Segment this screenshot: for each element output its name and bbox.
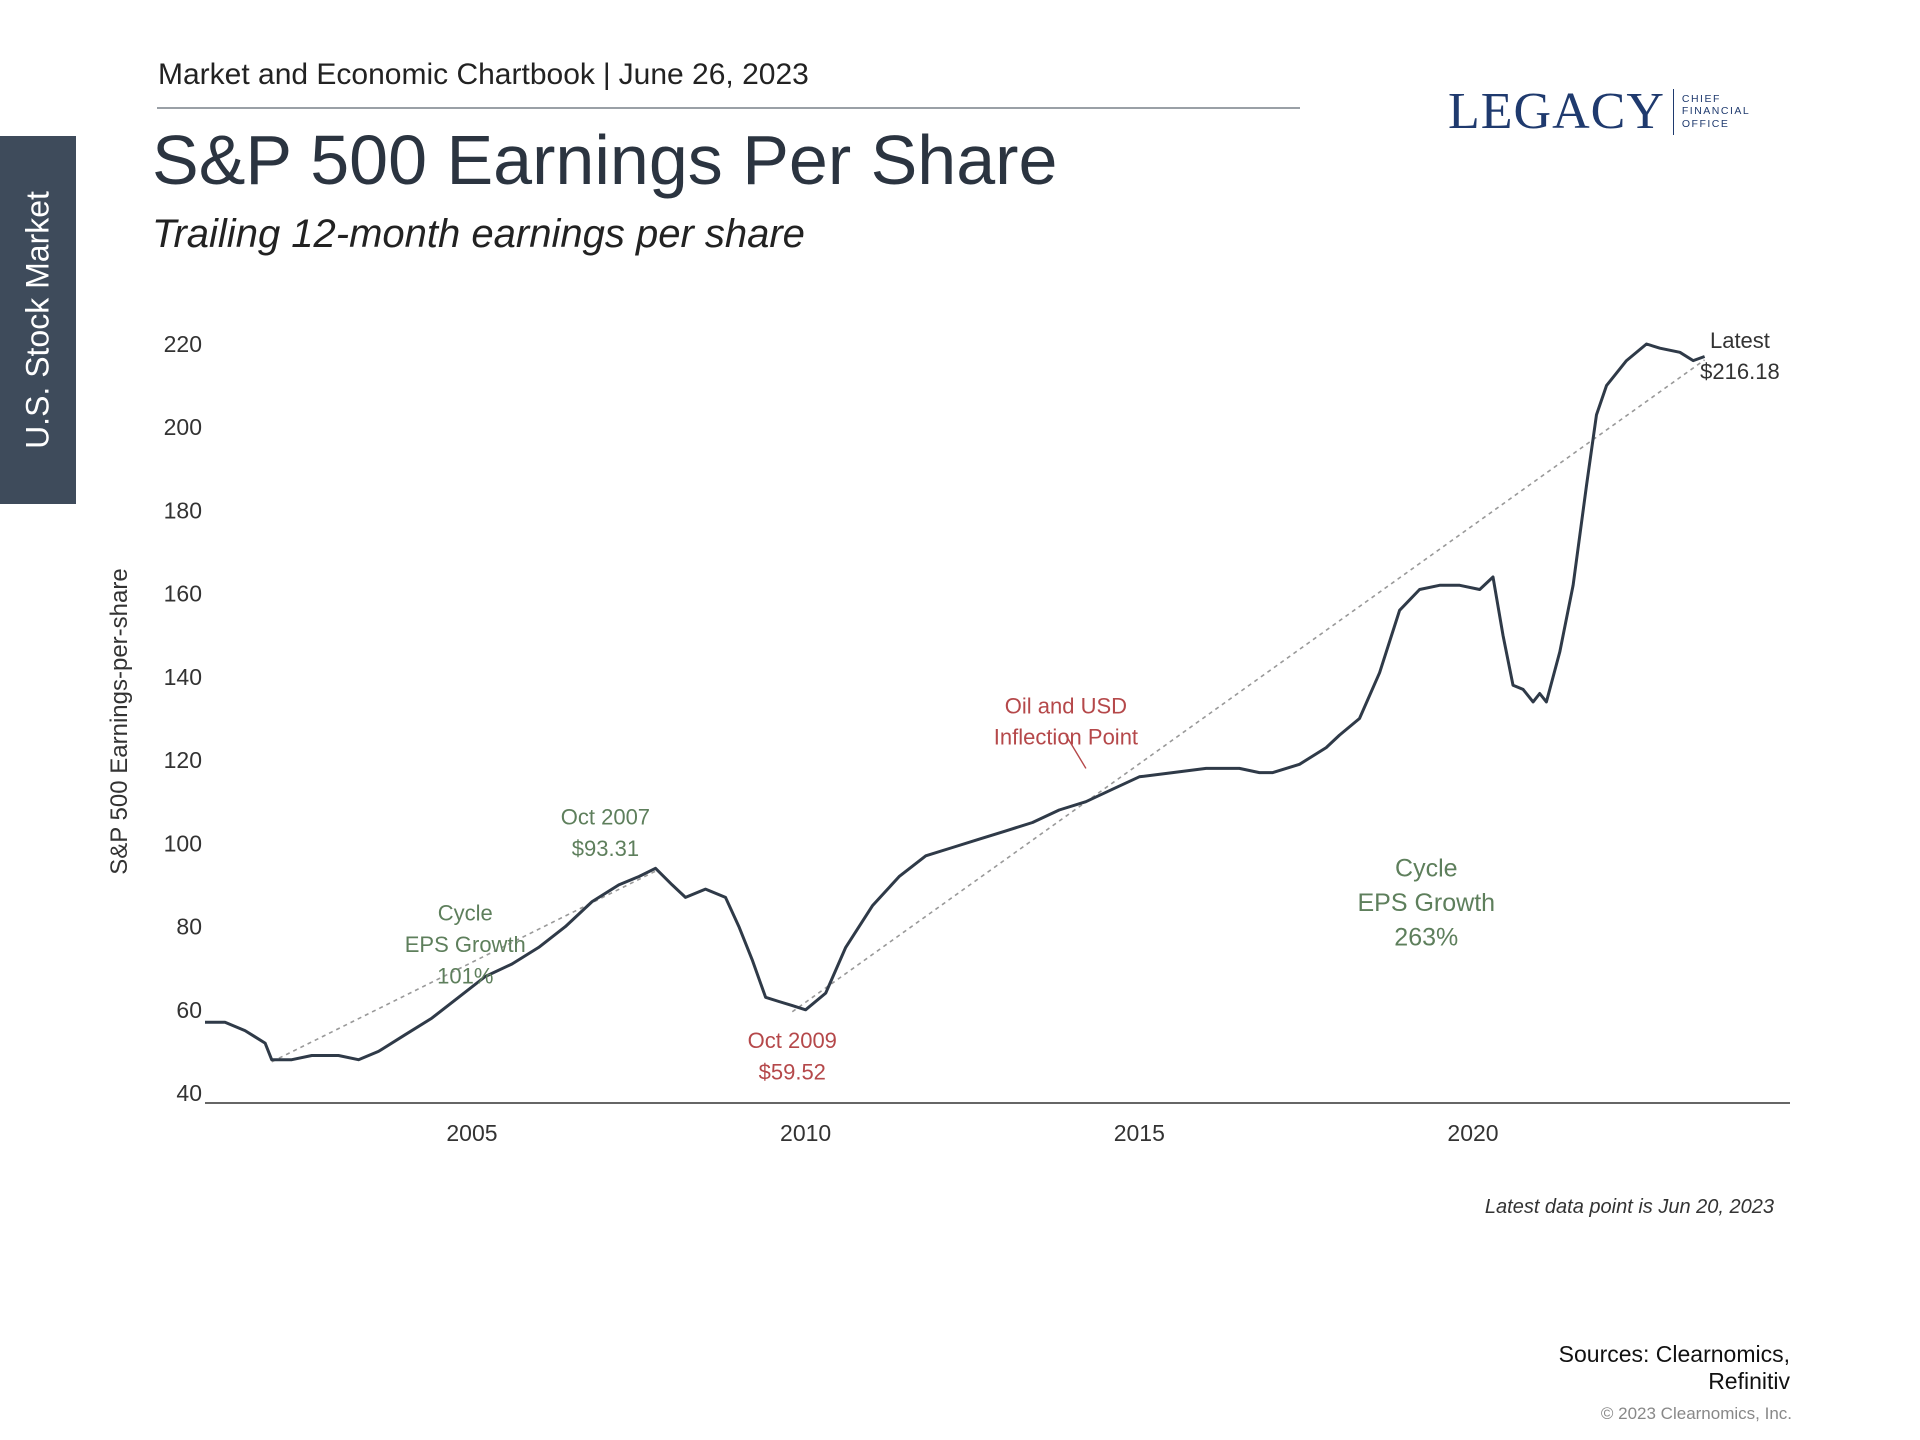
logo-line-1: CHIEF [1681, 92, 1721, 105]
x-tick-label: 2010 [780, 1120, 831, 1146]
y-tick-label: 200 [164, 414, 202, 440]
y-tick-label: 180 [164, 497, 202, 523]
logo-line-3: OFFICE [1681, 117, 1730, 130]
y-tick-label: 160 [164, 581, 202, 607]
y-tick-label: 140 [164, 664, 202, 690]
x-tick-label: 2020 [1447, 1120, 1498, 1146]
logo-line-2: FINANCIAL [1681, 105, 1751, 118]
y-tick-label: 120 [164, 747, 202, 773]
y-tick-label: 80 [176, 914, 202, 940]
annotation-cycle1-line-3: 101% [437, 964, 493, 989]
y-tick-label: 220 [164, 331, 202, 357]
page-title: S&P 500 Earnings Per Share [152, 121, 1058, 199]
annotation-latest-line-2: $216.18 [1700, 359, 1780, 384]
header-separator: | [602, 58, 611, 91]
annotation-cycle1-line-1: Cycle [438, 900, 493, 925]
chartbook-header: Market and Economic Chartbook | June 26, 2… [158, 58, 809, 92]
annotation-cycle1-line-2: EPS Growth [405, 932, 526, 957]
chartbook-name: Market and Economic Chartbook [158, 58, 595, 91]
y-tick-label: 40 [176, 1080, 202, 1106]
y-axis-title: S&P 500 Earnings-per-share [106, 568, 133, 874]
cycle-trend-line [791, 359, 1706, 1013]
annotation-oct2009-line-2: $59.52 [759, 1059, 826, 1084]
annotation-cycle2-line-2: EPS Growth [1358, 889, 1496, 917]
annotation-oil-line-1: Oil and USD [1005, 694, 1127, 719]
x-tick-label: 2005 [446, 1120, 497, 1146]
annotation-oct2007-line-1: Oct 2007 [561, 805, 650, 830]
legacy-logo: LEGACY CHIEF FINANCIAL OFFICE [1448, 82, 1750, 141]
data-date-footnote: Latest data point is Jun 20, 2023 [1484, 1196, 1774, 1218]
logo-divider [1672, 88, 1674, 135]
header-divider [157, 107, 1300, 109]
logo-wordmark: LEGACY [1448, 83, 1665, 140]
x-tick-label: 2015 [1114, 1120, 1165, 1146]
annotation-oct2009-line-1: Oct 2009 [748, 1028, 837, 1053]
logo-subtitle: CHIEF FINANCIAL OFFICE [1682, 93, 1750, 131]
y-tick-label: 60 [176, 997, 202, 1023]
annotation-cycle2-line-1: Cycle [1395, 855, 1458, 883]
copyright: © 2023 Clearnomics, Inc. [1600, 1404, 1792, 1423]
page-subtitle: Trailing 12-month earnings per share [152, 212, 805, 256]
annotation-oct2007-line-2: $93.31 [572, 836, 639, 861]
chartbook-date: June 26, 2023 [618, 58, 809, 91]
sources-line-1: Sources: Clearnomics, [1558, 1341, 1790, 1367]
sources-note: Sources: Clearnomics, Refinitiv [1559, 1341, 1790, 1395]
section-tab: U.S. Stock Market [0, 136, 76, 504]
annotation-cycle2-line-3: 263% [1394, 924, 1458, 952]
y-tick-label: 100 [164, 830, 202, 856]
inflection-leader-line [1065, 734, 1087, 769]
annotation-oil-line-2: Inflection Point [994, 725, 1138, 750]
eps-series-line [205, 342, 1706, 1062]
sources-line-2: Refinitiv [1708, 1368, 1790, 1394]
annotation-latest-line-1: Latest [1710, 328, 1770, 353]
